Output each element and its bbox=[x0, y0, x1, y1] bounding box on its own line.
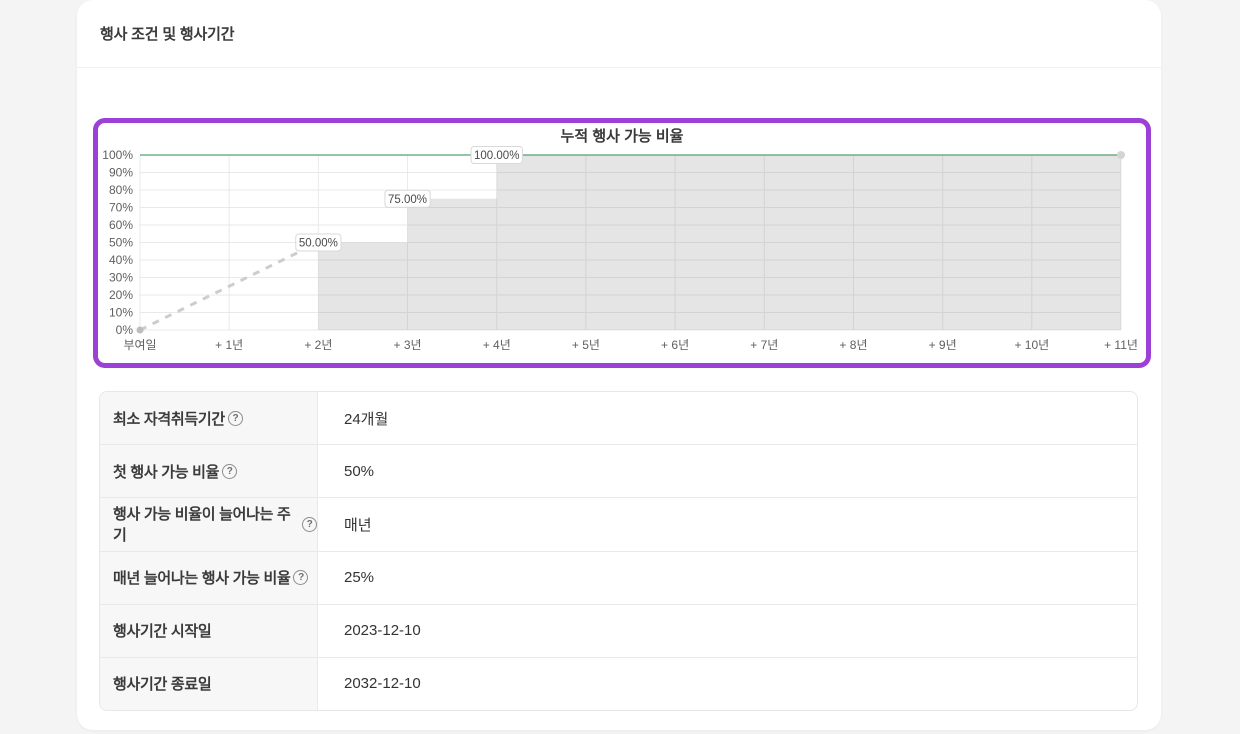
svg-text:100.00%: 100.00% bbox=[474, 150, 519, 162]
svg-text:80%: 80% bbox=[109, 183, 133, 197]
row-label-cell: 매년 늘어나는 행사 가능 비율 ? bbox=[100, 551, 318, 604]
svg-text:90%: 90% bbox=[109, 166, 133, 180]
svg-text:+ 7년: + 7년 bbox=[750, 338, 778, 352]
svg-text:+ 10년: + 10년 bbox=[1014, 338, 1049, 352]
row-label-cell: 행사 가능 비율이 늘어나는 주기 ? bbox=[100, 498, 318, 551]
table-row: 행사 가능 비율이 늘어나는 주기 ? 매년 bbox=[100, 497, 1137, 551]
svg-text:50.00%: 50.00% bbox=[299, 238, 338, 250]
svg-text:+ 11년: + 11년 bbox=[1104, 338, 1138, 352]
horizontal-gridlines bbox=[140, 172, 1121, 331]
help-icon[interactable]: ? bbox=[227, 410, 243, 426]
help-icon[interactable]: ? bbox=[293, 570, 309, 586]
help-icon[interactable]: ? bbox=[222, 463, 238, 479]
row-value: 50% bbox=[344, 462, 375, 480]
svg-text:+ 8년: + 8년 bbox=[839, 338, 867, 352]
vesting-info-table: 최소 자격취득기간 ? 24개월 첫 행사 가능 비율 ? 50% 행사 가능 … bbox=[99, 391, 1138, 711]
row-label: 행사기간 종료일 bbox=[113, 676, 212, 694]
svg-text:100%: 100% bbox=[102, 148, 133, 162]
value-labels: 50.00% 75.00% 100.00% bbox=[295, 146, 523, 252]
svg-text:30%: 30% bbox=[109, 271, 133, 285]
chart-title: 누적 행사 가능 비율 bbox=[561, 127, 684, 145]
table-row: 첫 행사 가능 비율 ? 50% bbox=[100, 444, 1137, 498]
row-label-cell: 행사기간 시작일 bbox=[100, 604, 318, 657]
svg-text:60%: 60% bbox=[109, 218, 133, 232]
end-marker bbox=[1117, 151, 1125, 159]
exercise-conditions-card: 행사 조건 및 행사기간 누적 행사 가능 비율 0% 10% 20% 30% 40% 50… bbox=[77, 0, 1161, 730]
svg-text:+ 2년: + 2년 bbox=[304, 338, 332, 352]
card-header: 행사 조건 및 행사기간 bbox=[77, 0, 1161, 68]
svg-text:75.00%: 75.00% bbox=[388, 194, 427, 206]
table-row: 행사기간 종료일 2032-12-10 bbox=[100, 656, 1137, 710]
svg-text:10%: 10% bbox=[109, 306, 133, 320]
row-label: 행사 가능 비율이 늘어나는 주기 bbox=[113, 506, 291, 545]
vesting-chart-svg: 누적 행사 가능 비율 0% 10% 20% 30% 40% 50% 60% 70% 80% 90%… bbox=[102, 127, 1138, 352]
row-value: 25% bbox=[344, 569, 375, 587]
row-value: 24개월 bbox=[344, 410, 389, 428]
svg-text:20%: 20% bbox=[109, 288, 133, 302]
svg-text:+ 1년: + 1년 bbox=[215, 338, 243, 352]
svg-text:+ 4년: + 4년 bbox=[483, 338, 511, 352]
y-axis-labels: 0% 10% 20% 30% 40% 50% 60% 70% 80% 90% 100% bbox=[102, 148, 133, 337]
grant-date-marker bbox=[136, 326, 144, 334]
svg-text:+ 5년: + 5년 bbox=[572, 338, 600, 352]
svg-text:부여일: 부여일 bbox=[123, 338, 156, 352]
row-label-cell: 첫 행사 가능 비율 ? bbox=[100, 445, 318, 498]
row-label: 첫 행사 가능 비율 bbox=[113, 463, 220, 481]
vested-step-area bbox=[318, 155, 1121, 330]
x-axis-labels: 부여일 + 1년 + 2년 + 3년 + 4년 + 5년 + 6년 + 7년 + 8년 + 9년 +… bbox=[123, 338, 1137, 352]
svg-text:70%: 70% bbox=[109, 201, 133, 215]
cliff-dashed-line bbox=[139, 241, 320, 332]
help-icon[interactable]: ? bbox=[302, 516, 317, 532]
vesting-chart-panel: 누적 행사 가능 비율 0% 10% 20% 30% 40% 50% 60% 70% 80% 90%… bbox=[93, 118, 1151, 368]
svg-text:0%: 0% bbox=[116, 323, 134, 337]
svg-text:50%: 50% bbox=[109, 236, 133, 250]
table-row: 행사기간 시작일 2023-12-10 bbox=[100, 603, 1137, 657]
svg-text:40%: 40% bbox=[109, 253, 133, 267]
table-row: 최소 자격취득기간 ? 24개월 bbox=[100, 392, 1137, 445]
row-value: 매년 bbox=[344, 516, 372, 534]
row-label-cell: 행사기간 종료일 bbox=[100, 657, 318, 710]
row-label: 행사기간 시작일 bbox=[113, 623, 212, 641]
row-label: 매년 늘어나는 행사 가능 비율 bbox=[113, 570, 291, 588]
section-title: 행사 조건 및 행사기간 bbox=[100, 26, 235, 43]
svg-text:+ 3년: + 3년 bbox=[394, 338, 422, 352]
row-label: 최소 자격취득기간 bbox=[113, 410, 225, 428]
row-label-cell: 최소 자격취득기간 ? bbox=[100, 392, 318, 445]
svg-text:+ 6년: + 6년 bbox=[661, 338, 689, 352]
row-value: 2032-12-10 bbox=[344, 675, 421, 693]
cumulative-vesting-chart: 누적 행사 가능 비율 0% 10% 20% 30% 40% 50% 60% 70% 80% 90%… bbox=[98, 123, 1146, 363]
table-row: 매년 늘어나는 행사 가능 비율 ? 25% bbox=[100, 550, 1137, 604]
svg-text:+ 9년: + 9년 bbox=[929, 338, 957, 352]
row-value: 2023-12-10 bbox=[344, 622, 421, 640]
